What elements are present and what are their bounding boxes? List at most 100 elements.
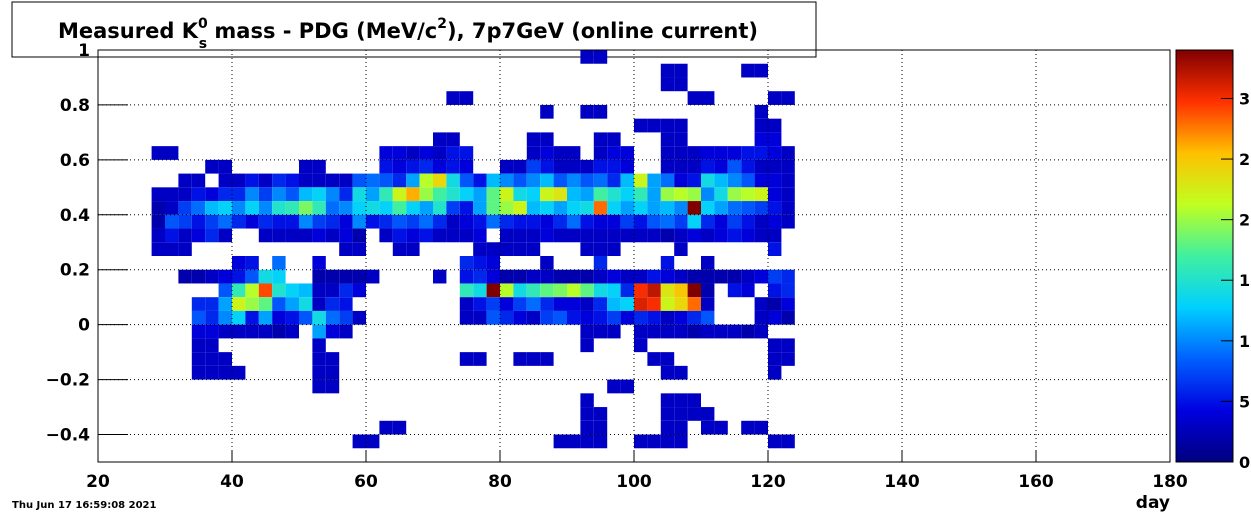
- cell: [339, 310, 353, 325]
- cell: [741, 187, 755, 202]
- cell: [567, 310, 581, 325]
- cell: [593, 159, 608, 174]
- cell: [620, 187, 634, 202]
- cell: [687, 310, 701, 325]
- cell: [406, 228, 420, 243]
- cell: [660, 214, 675, 229]
- cell: [352, 434, 366, 449]
- cell: [339, 228, 353, 243]
- cell: [727, 324, 742, 339]
- cell: [660, 269, 675, 284]
- cell: [781, 352, 795, 366]
- cell: [567, 269, 581, 284]
- cell: [727, 283, 742, 298]
- cell: [620, 269, 634, 284]
- cell: [191, 214, 206, 229]
- cell: [392, 201, 407, 215]
- cell: [325, 310, 340, 325]
- cell: [781, 283, 795, 298]
- cell: [540, 187, 554, 202]
- cell: [768, 214, 782, 229]
- cell: [553, 201, 567, 215]
- cell: [258, 297, 273, 311]
- plot-frame: [97, 49, 1171, 463]
- cell: [607, 214, 621, 229]
- cell: [165, 228, 179, 243]
- cell: [245, 187, 259, 202]
- cell: [607, 310, 621, 325]
- cell: [553, 159, 567, 174]
- cell: [191, 352, 206, 366]
- cell: [352, 173, 366, 188]
- cell: [754, 173, 768, 188]
- cell: [701, 159, 715, 174]
- cell: [526, 159, 541, 174]
- cell: [647, 310, 661, 325]
- cell: [258, 283, 273, 298]
- cell: [607, 201, 621, 215]
- cell: [768, 91, 782, 105]
- cell: [473, 214, 487, 229]
- cell: [741, 214, 755, 229]
- cell: [433, 146, 447, 160]
- cell: [701, 310, 715, 325]
- y-tick-label: −0.4: [46, 426, 91, 446]
- cell: [754, 297, 768, 311]
- cell: [459, 146, 474, 160]
- cell: [580, 393, 594, 408]
- cell: [272, 324, 286, 339]
- cell: [151, 187, 165, 202]
- cell: [406, 159, 420, 174]
- cell: [768, 132, 782, 147]
- cell: [567, 187, 581, 202]
- cell: [580, 228, 594, 243]
- cell: [191, 310, 206, 325]
- title-part: s: [199, 36, 207, 52]
- cell: [151, 242, 165, 256]
- cell: [312, 324, 326, 339]
- cell: [325, 187, 340, 202]
- cell: [191, 338, 206, 353]
- y-tick-label: −0.2: [46, 371, 90, 391]
- cell: [768, 283, 782, 298]
- cell: [687, 393, 701, 408]
- cell: [245, 173, 259, 188]
- cell: [553, 173, 567, 188]
- cell: [607, 228, 621, 243]
- color-bar: [1175, 49, 1234, 463]
- x-axis-label: day: [1136, 493, 1170, 513]
- cell: [446, 173, 460, 188]
- cell: [459, 187, 474, 202]
- cell: [553, 297, 567, 311]
- title-box: [11, 1, 817, 58]
- cell: [406, 242, 420, 256]
- cell: [218, 269, 232, 284]
- cell: [540, 201, 554, 215]
- cell: [741, 173, 755, 188]
- cell: [593, 297, 608, 311]
- cell: [768, 159, 782, 174]
- cell: [580, 297, 594, 311]
- cell: [768, 269, 782, 284]
- cell: [781, 173, 795, 188]
- cell: [754, 228, 768, 243]
- cell: [754, 118, 768, 133]
- cell: [607, 324, 621, 339]
- cell: [325, 352, 340, 366]
- cell: [553, 146, 567, 160]
- cell: [593, 269, 608, 284]
- cell: [620, 297, 634, 311]
- cell: [473, 256, 487, 270]
- cell: [687, 324, 701, 339]
- cell: [191, 173, 206, 188]
- cell: [232, 283, 246, 298]
- cell: [205, 159, 219, 174]
- cell: [607, 297, 621, 311]
- cell: [634, 283, 648, 298]
- cell: [701, 201, 715, 215]
- cell: [674, 407, 688, 421]
- cell: [245, 256, 259, 270]
- cell: [781, 187, 795, 202]
- cell: [580, 214, 594, 229]
- cell: [191, 201, 206, 215]
